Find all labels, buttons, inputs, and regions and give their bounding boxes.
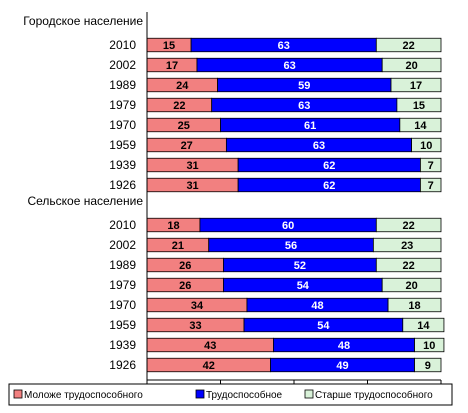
bar-segment (372, 237, 442, 253)
data-label: 17 (410, 80, 422, 92)
data-label: 62 (323, 160, 335, 172)
bar-segment (420, 177, 442, 193)
year-tick-label: 1959 (109, 138, 136, 152)
data-label: 63 (278, 40, 290, 52)
data-label: 14 (414, 120, 427, 132)
bar-segment (414, 337, 445, 353)
data-label: 48 (338, 340, 350, 352)
data-label: 63 (298, 100, 310, 112)
data-label: 26 (179, 260, 191, 272)
data-label: 24 (176, 80, 189, 92)
bar-segment (381, 57, 442, 73)
bar-segment (411, 137, 442, 153)
data-label: 25 (178, 120, 190, 132)
bar-segment (402, 317, 445, 333)
data-label: 7 (428, 160, 434, 172)
data-label: 23 (401, 240, 413, 252)
year-tick-label: 2010 (109, 38, 136, 52)
bar-segment (375, 257, 442, 273)
data-label: 22 (403, 40, 415, 52)
bar-segment (399, 117, 442, 133)
year-tick-label: 1970 (109, 298, 136, 312)
bar-segment (390, 77, 442, 93)
data-label: 20 (405, 280, 417, 292)
data-label: 33 (189, 320, 201, 332)
legend-entry: Моложе трудоспособного (24, 389, 143, 401)
data-label: 31 (186, 160, 198, 172)
bar-segment (414, 357, 442, 373)
year-tick-label: 1989 (109, 258, 136, 272)
data-label: 62 (323, 180, 335, 192)
year-tick-label: 2002 (109, 58, 136, 72)
data-label: 43 (204, 340, 216, 352)
legend-box (8, 383, 453, 406)
year-tick-label: 1939 (109, 158, 136, 172)
year-tick-label: 1939 (109, 338, 136, 352)
bar-segment (420, 157, 442, 173)
data-label: 21 (172, 240, 184, 252)
data-label: 59 (298, 80, 310, 92)
data-label: 15 (163, 40, 175, 52)
data-label: 22 (173, 100, 185, 112)
group-label: Городское население (23, 14, 143, 28)
data-label: 18 (167, 220, 179, 232)
year-tick-label: 2010 (109, 218, 136, 232)
data-label: 49 (336, 360, 348, 372)
data-label: 63 (283, 60, 295, 72)
year-tick-label: 1970 (109, 118, 136, 132)
data-label: 9 (425, 360, 431, 372)
data-label: 22 (403, 260, 415, 272)
data-label: 18 (408, 300, 420, 312)
data-label: 52 (294, 260, 306, 272)
bar-segment (396, 97, 442, 113)
data-label: 26 (179, 280, 191, 292)
legend-swatch (304, 389, 314, 399)
data-label: 42 (203, 360, 215, 372)
year-tick-label: 1979 (109, 278, 136, 292)
data-label: 7 (428, 180, 434, 192)
year-tick-label: 2002 (109, 238, 136, 252)
year-tick-label: 1926 (109, 178, 136, 192)
data-label: 48 (311, 300, 323, 312)
data-label: 22 (403, 220, 415, 232)
data-label: 17 (166, 60, 178, 72)
legend-entry: Трудоспособное (206, 389, 283, 401)
data-label: 27 (181, 140, 193, 152)
legend-swatch (13, 389, 23, 399)
legend-swatch (195, 389, 205, 399)
data-label: 10 (423, 340, 435, 352)
bar-segment (387, 297, 442, 313)
data-label: 61 (304, 120, 316, 132)
bar-segment (381, 277, 442, 293)
year-tick-label: 1926 (109, 358, 136, 372)
year-tick-label: 1959 (109, 318, 136, 332)
data-label: 56 (285, 240, 297, 252)
data-label: 54 (297, 280, 310, 292)
data-label: 60 (282, 220, 294, 232)
data-label: 14 (417, 320, 430, 332)
year-tick-label: 1989 (109, 78, 136, 92)
data-label: 54 (317, 320, 330, 332)
group-label: Сельское население (27, 194, 143, 208)
year-tick-label: 1979 (109, 98, 136, 112)
data-label: 15 (413, 100, 425, 112)
bar-segment (375, 37, 442, 53)
data-label: 31 (186, 180, 198, 192)
bar-segment (375, 217, 442, 233)
legend-entry: Старше трудоспособного (315, 389, 433, 401)
data-label: 34 (191, 300, 204, 312)
data-label: 20 (405, 60, 417, 72)
data-label: 63 (313, 140, 325, 152)
data-label: 10 (420, 140, 432, 152)
